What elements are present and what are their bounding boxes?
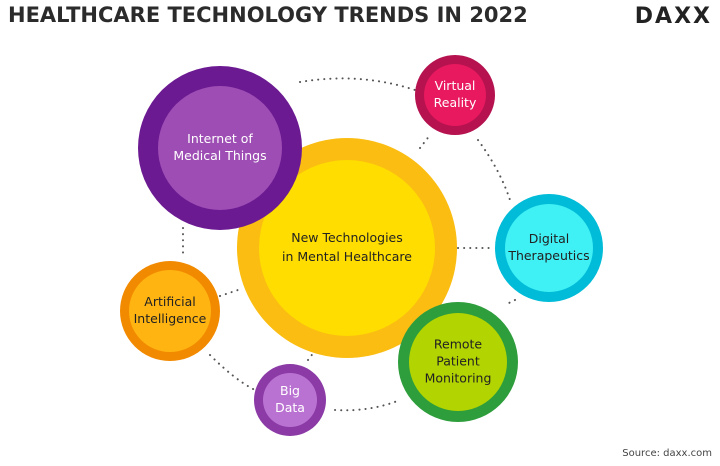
connector	[477, 139, 511, 201]
node-core	[259, 160, 435, 336]
connector	[307, 351, 315, 361]
node-label: Patient	[436, 354, 480, 369]
connector	[419, 134, 431, 149]
title: HEALTHCARE TECHNOLOGY TRENDS IN 2022	[8, 3, 528, 27]
node: Digital Therapeutics	[495, 194, 603, 302]
node: New Technologies in Mental Healthcare	[237, 138, 457, 358]
node-core	[263, 373, 317, 427]
node-label: Medical Things	[173, 148, 266, 163]
node: Artificial Intelligence	[120, 261, 220, 361]
node-label: Remote	[434, 337, 483, 352]
source: Source: daxx.com	[622, 448, 712, 459]
node-label: Monitoring	[425, 371, 492, 386]
node-label: in Mental Healthcare	[282, 249, 412, 264]
nodes: New Technologies in Mental Healthcare Inte…	[120, 55, 603, 436]
node-label: Artificial	[144, 294, 195, 309]
connector	[209, 354, 256, 391]
node-core	[505, 204, 593, 292]
node: Remote Patient Monitoring	[398, 302, 518, 422]
connector	[299, 77, 416, 91]
node-label: Therapeutics	[507, 248, 589, 263]
node-core	[129, 270, 211, 352]
node-label: Virtual	[435, 78, 476, 93]
connectors	[182, 77, 516, 412]
node-label: Data	[275, 400, 305, 415]
connector	[219, 289, 239, 297]
logo: DAXX	[635, 4, 712, 29]
connector	[334, 399, 401, 412]
node-label: New Technologies	[291, 230, 403, 245]
node-label: Intelligence	[134, 311, 207, 326]
node: Virtual Reality	[415, 55, 495, 135]
node-label: Digital	[529, 231, 570, 246]
node-label: Reality	[434, 95, 477, 110]
node-core	[158, 86, 282, 210]
connector	[504, 299, 516, 306]
node-core	[409, 313, 507, 411]
node-label: Internet of	[187, 131, 253, 146]
node: Big Data	[254, 364, 326, 436]
node-label: Big	[280, 383, 300, 398]
node-core	[424, 64, 486, 126]
node: Internet of Medical Things	[138, 66, 302, 230]
